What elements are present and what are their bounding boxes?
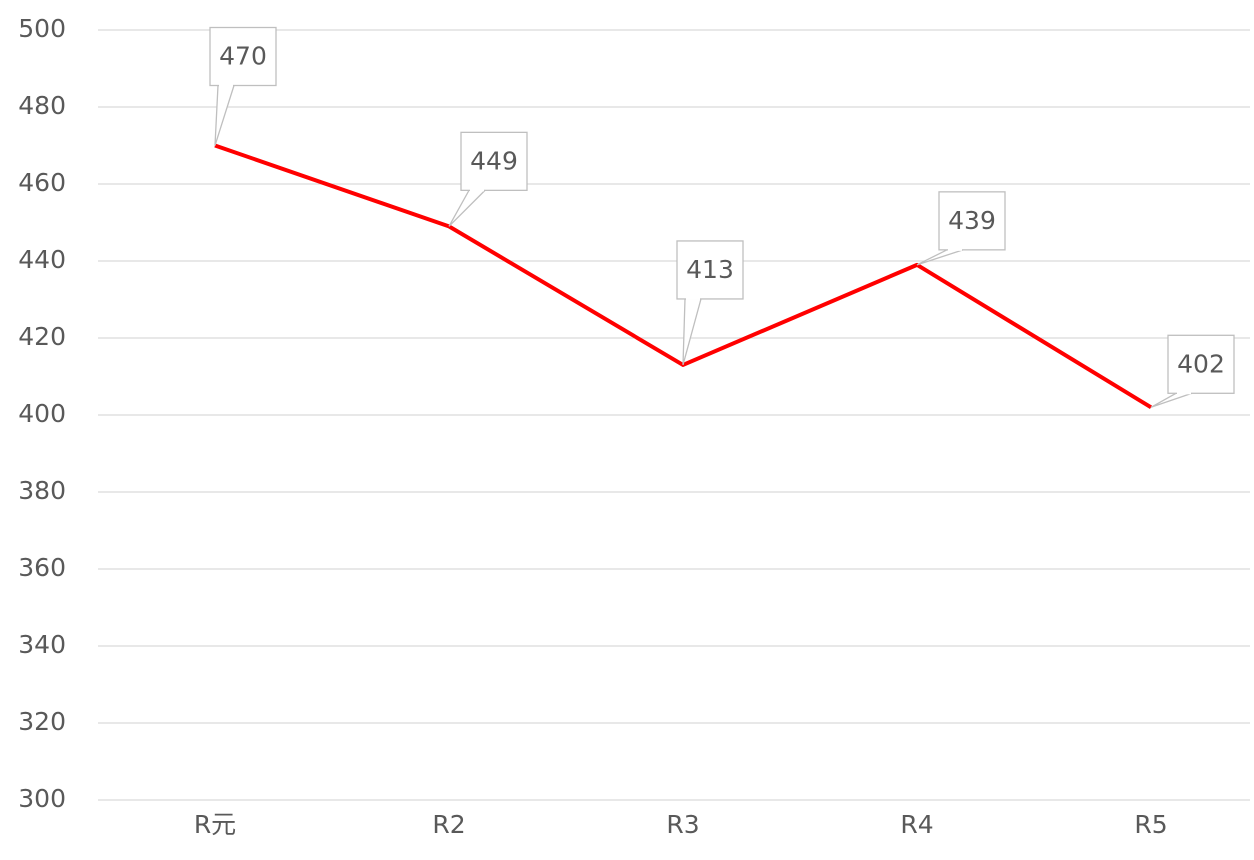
y-tick-label: 300 [18,784,66,813]
y-tick-label: 500 [18,14,66,43]
data-label: 439 [948,206,996,235]
y-tick-label: 320 [18,707,66,736]
data-label-callout: 413 [676,240,744,366]
x-tick-label: R5 [1134,810,1167,839]
callout-pointer [1150,392,1193,408]
x-tick-label: R元 [194,810,236,839]
callout-pointer [448,189,487,227]
y-tick-label: 360 [18,553,66,582]
data-label: 413 [686,255,734,284]
data-label-callout: 470 [209,26,277,146]
callout-box [938,191,1006,251]
data-label-callout: 402 [1150,334,1235,408]
data-label-callout: 439 [916,191,1006,266]
data-label-callout: 449 [448,131,528,227]
y-tick-label: 440 [18,245,66,274]
callout-box [676,240,744,300]
y-tick-label: 340 [18,630,66,659]
y-tick-label: 380 [18,476,66,505]
x-tick-label: R2 [432,810,465,839]
callout-pointer [916,249,964,266]
callout-box [1167,334,1235,394]
data-label: 402 [1177,349,1225,378]
x-tick-label: R3 [666,810,699,839]
callout-box [460,131,528,192]
y-tick-label: 460 [18,168,66,197]
y-tick-label: 400 [18,399,66,428]
callout-box [209,26,277,87]
callout-pointer [682,298,702,366]
data-label: 470 [219,42,267,71]
x-tick-label: R4 [900,810,933,839]
callout-pointer [214,84,235,146]
data-label: 449 [470,146,518,175]
y-tick-label: 480 [18,91,66,120]
y-tick-label: 420 [18,322,66,351]
